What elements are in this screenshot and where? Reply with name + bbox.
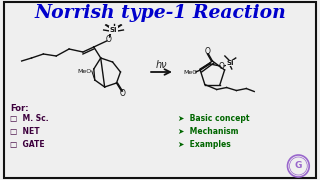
Text: □  M. Sc.: □ M. Sc. <box>10 114 48 123</box>
Text: hν: hν <box>155 60 167 70</box>
Text: ➤  Mechanism: ➤ Mechanism <box>178 127 238 136</box>
Text: O: O <box>204 46 210 55</box>
Text: O: O <box>219 62 225 71</box>
Text: Si: Si <box>110 27 117 33</box>
Text: MeO: MeO <box>77 69 92 73</box>
Text: Si: Si <box>110 28 117 34</box>
Text: G: G <box>295 161 302 170</box>
Text: MeO: MeO <box>184 69 198 75</box>
Text: □  GATE: □ GATE <box>10 140 44 149</box>
Text: ➤  Examples: ➤ Examples <box>178 140 230 149</box>
Text: ➤  Basic concept: ➤ Basic concept <box>178 114 249 123</box>
Text: For:: For: <box>10 104 28 113</box>
Text: □  NET: □ NET <box>10 127 39 136</box>
Text: O: O <box>119 89 125 98</box>
Text: O: O <box>106 35 112 44</box>
Text: Si: Si <box>226 60 234 66</box>
Text: Norrish type-1 Reaction: Norrish type-1 Reaction <box>34 4 286 22</box>
